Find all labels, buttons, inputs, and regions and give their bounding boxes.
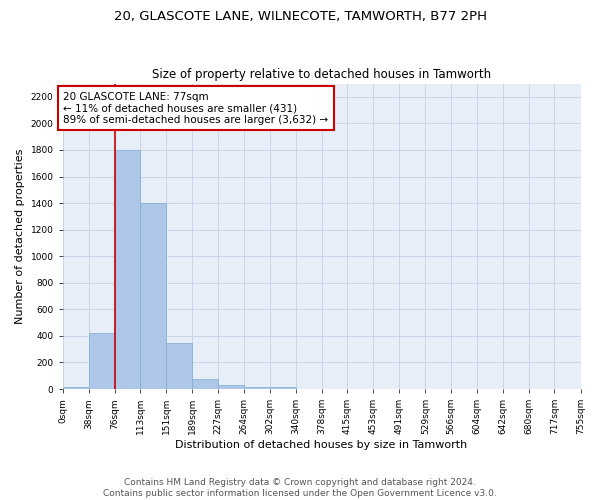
Text: 20 GLASCOTE LANE: 77sqm
← 11% of detached houses are smaller (431)
89% of semi-d: 20 GLASCOTE LANE: 77sqm ← 11% of detache…	[63, 92, 328, 124]
Bar	[244, 386, 270, 389]
Bar	[140, 203, 166, 389]
Bar	[115, 150, 140, 389]
Y-axis label: Number of detached properties: Number of detached properties	[15, 148, 25, 324]
Title: Size of property relative to detached houses in Tamworth: Size of property relative to detached ho…	[152, 68, 491, 81]
Text: 20, GLASCOTE LANE, WILNECOTE, TAMWORTH, B77 2PH: 20, GLASCOTE LANE, WILNECOTE, TAMWORTH, …	[113, 10, 487, 23]
Bar	[218, 386, 244, 389]
X-axis label: Distribution of detached houses by size in Tamworth: Distribution of detached houses by size …	[175, 440, 467, 450]
Bar	[166, 342, 192, 389]
Text: Contains HM Land Registry data © Crown copyright and database right 2024.
Contai: Contains HM Land Registry data © Crown c…	[103, 478, 497, 498]
Bar	[89, 334, 115, 389]
Bar	[270, 386, 296, 389]
Bar	[62, 387, 89, 389]
Bar	[192, 379, 218, 389]
